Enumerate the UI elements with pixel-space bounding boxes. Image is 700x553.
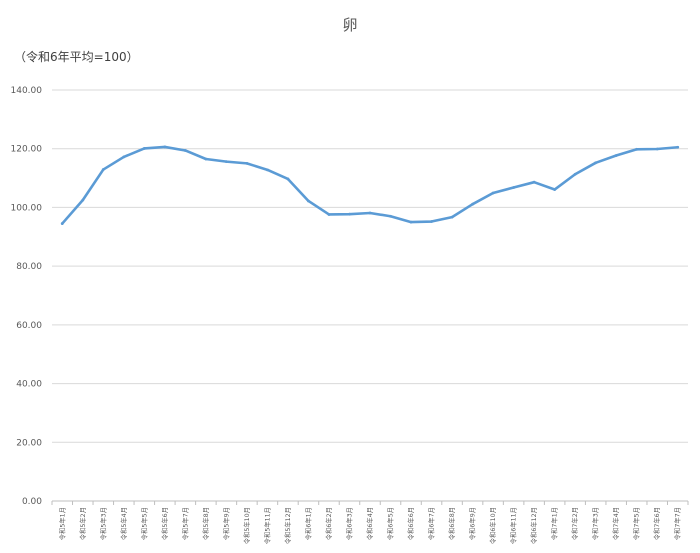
y-tick-label-4: 80.00 [16, 262, 42, 272]
data-point-0-22 [512, 186, 516, 189]
data-point-0-1 [81, 198, 85, 202]
x-tick-label-10: 令和5年11月 [262, 507, 271, 544]
data-point-0-8 [224, 160, 228, 164]
x-tick-label-27: 令和7年4月 [611, 507, 620, 540]
data-point-0-13 [327, 213, 331, 216]
x-tick-label-16: 令和6年5月 [386, 507, 395, 540]
x-tick-label-25: 令和7年2月 [570, 507, 579, 540]
x-tick-label-3: 令和5年4月 [119, 507, 128, 540]
x-tick-label-23: 令和6年12月 [529, 507, 538, 544]
data-point-0-16 [389, 214, 392, 218]
data-point-0-11 [286, 177, 290, 181]
x-tick-label-18: 令和6年7月 [427, 507, 436, 540]
data-point-0-28 [635, 147, 639, 151]
x-tick-label-17: 令和6年6月 [406, 507, 415, 540]
x-tick-label-30: 令和7年7月 [673, 507, 682, 540]
y-tick-label-2: 40.00 [16, 380, 42, 390]
data-point-0-30 [676, 145, 680, 149]
data-point-0-17 [409, 220, 413, 224]
data-point-0-3 [122, 155, 126, 159]
chart-title: 卵 [342, 16, 358, 34]
data-point-0-29 [655, 147, 659, 151]
data-point-0-23 [532, 180, 536, 184]
x-tick-label-0: 令和5年1月 [57, 507, 66, 540]
data-point-0-18 [430, 220, 433, 223]
x-tick-label-24: 令和7年1月 [550, 507, 559, 540]
x-tick-label-14: 令和6年3月 [344, 507, 353, 540]
data-point-0-15 [368, 211, 372, 215]
y-tick-label-0: 0.00 [22, 497, 42, 507]
data-point-0-10 [266, 168, 269, 172]
x-tick-label-7: 令和5年8月 [201, 507, 210, 540]
x-tick-label-13: 令和6年2月 [324, 507, 333, 540]
y-tick-label-5: 100.00 [11, 203, 43, 213]
data-point-0-24 [553, 188, 557, 191]
x-tick-label-2: 令和5年3月 [98, 507, 107, 540]
data-point-0-20 [471, 202, 474, 206]
x-tick-label-1: 令和5年2月 [78, 507, 87, 540]
data-point-0-5 [163, 145, 167, 149]
data-point-0-12 [307, 199, 310, 203]
x-tick-label-22: 令和6年11月 [509, 507, 518, 544]
x-tick-label-15: 令和6年4月 [365, 507, 374, 540]
data-point-0-19 [450, 215, 454, 219]
x-tick-label-26: 令和7年3月 [591, 507, 600, 540]
x-tick-label-20: 令和6年9月 [468, 507, 477, 540]
data-point-0-26 [594, 161, 598, 165]
x-tick-label-5: 令和5年6月 [160, 507, 169, 540]
x-tick-label-19: 令和6年8月 [447, 507, 456, 540]
y-tick-label-6: 120.00 [11, 145, 43, 155]
y-tick-label-7: 140.00 [11, 86, 43, 96]
data-point-0-21 [491, 191, 495, 195]
data-point-0-14 [348, 212, 351, 216]
x-tick-label-12: 令和6年1月 [303, 507, 312, 540]
x-tick-label-11: 令和5年12月 [283, 507, 292, 544]
data-point-0-0 [60, 222, 64, 225]
data-point-0-2 [101, 168, 105, 171]
y-tick-label-3: 60.00 [16, 321, 42, 331]
data-point-0-27 [614, 154, 618, 157]
x-tick-label-28: 令和7年5月 [632, 507, 641, 540]
x-tick-label-29: 令和7年6月 [652, 507, 661, 540]
unit-note: （令和6年平均=100） [14, 50, 139, 64]
x-tick-label-8: 令和5年9月 [221, 507, 230, 540]
data-point-0-7 [204, 157, 208, 161]
x-tick-label-4: 令和5年5月 [139, 507, 148, 540]
data-point-0-9 [245, 161, 249, 165]
data-point-0-25 [573, 172, 577, 176]
x-tick-label-21: 令和6年10月 [488, 507, 497, 544]
y-tick-label-1: 20.00 [16, 438, 42, 448]
data-point-0-4 [142, 147, 146, 150]
data-point-0-6 [183, 149, 187, 152]
x-tick-label-9: 令和5年10月 [242, 507, 251, 544]
x-tick-label-6: 令和5年7月 [180, 507, 189, 540]
